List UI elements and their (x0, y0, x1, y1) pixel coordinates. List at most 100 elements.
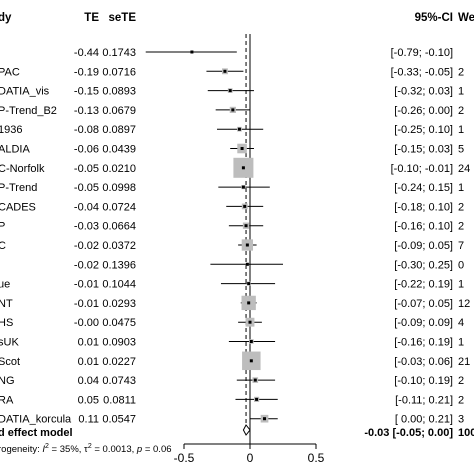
study-te: -0.06 (74, 144, 99, 156)
header-sete: seTE (109, 12, 137, 24)
study-point (190, 50, 194, 54)
header-ci: 95%-CI (415, 12, 453, 24)
study-ci: [-0.09; 0.09] (394, 317, 453, 329)
study-point (249, 340, 253, 343)
study-sete: 0.0475 (102, 317, 136, 329)
study-te: -0.05 (74, 163, 99, 175)
study-weight: 2 (458, 105, 464, 117)
summary-diamond (242, 424, 251, 436)
heterogeneity-i2: 35% (60, 444, 80, 455)
study-sete: 0.0293 (102, 298, 136, 310)
study-point (243, 204, 247, 208)
study-sete: 0.1743 (102, 47, 136, 59)
study-weight: 12 (458, 298, 470, 310)
study-sete: 0.0210 (102, 163, 136, 175)
summary-ci-label: -0.03 [-0.05; 0.00] (364, 427, 453, 439)
summary-weight-label: 100 (458, 427, 474, 439)
study-sete: 0.0897 (102, 124, 136, 136)
study-point (247, 301, 251, 305)
study-te: -0.13 (74, 105, 99, 117)
study-ci: [-0.22; 0.19] (394, 279, 453, 291)
study-weight: 2 (458, 221, 464, 233)
study-weight: 2 (458, 66, 464, 78)
study-weight: 2 (458, 375, 464, 387)
study-te: -0.02 (74, 240, 99, 252)
study-name: C (0, 240, 6, 252)
header-te: TE (84, 12, 99, 24)
study-te: -0.04 (74, 201, 99, 213)
study-te: 0.01 (78, 356, 99, 368)
study-name: DATIA_vis (0, 86, 50, 98)
study-name: HS (0, 317, 13, 329)
x-tick-label: 0 (247, 451, 254, 465)
study-te: -0.19 (74, 66, 99, 78)
study-weight: 2 (458, 394, 464, 406)
study-ci: [-0.09; 0.05] (394, 240, 453, 252)
study-ci: [-0.16; 0.19] (394, 337, 453, 349)
study-sete: 0.1396 (102, 259, 136, 271)
study-te: 0.05 (78, 394, 99, 406)
study-weight: 4 (458, 317, 464, 329)
study-ci: [-0.33; -0.05] (391, 66, 453, 78)
study-sete: 0.0664 (102, 221, 136, 233)
study-te: -0.01 (74, 279, 99, 291)
study-sete: 0.0679 (102, 105, 136, 117)
study-name: NG (0, 375, 15, 387)
study-sete: 0.0724 (102, 201, 136, 213)
study-ci: [-0.10; -0.01] (391, 163, 453, 175)
study-name: ALDIA (0, 144, 30, 156)
study-sete: 0.0372 (102, 240, 136, 252)
study-weight: 1 (458, 124, 464, 136)
study-te: -0.05 (74, 182, 99, 194)
study-ci: [-0.25; 0.10] (394, 124, 453, 136)
study-sete: 0.0716 (102, 66, 136, 78)
study-te: -0.15 (74, 86, 99, 98)
summary-label: d effect model (0, 427, 73, 439)
study-point (223, 69, 227, 73)
study-sete: 0.0811 (103, 394, 136, 406)
study-point (245, 243, 249, 247)
study-weight: 21 (458, 356, 470, 368)
study-ci: [-0.11; 0.21] (395, 394, 453, 406)
study-point (237, 127, 241, 131)
study-point (231, 108, 235, 112)
study-name: Scot (0, 356, 20, 368)
study-weight: 7 (458, 240, 464, 252)
study-ci: [ 0.00; 0.21] (395, 414, 453, 426)
study-point (247, 282, 251, 286)
study-te: -0.44 (74, 47, 99, 59)
study-sete: 0.0893 (102, 86, 136, 98)
study-weight: 5 (458, 144, 464, 156)
heterogeneity-p: 0.06 (153, 444, 172, 455)
study-point (245, 262, 249, 266)
study-name: PAC (0, 66, 20, 78)
study-te: -0.00 (74, 317, 99, 329)
study-sete: 0.0903 (102, 337, 136, 349)
header-weight: We (458, 12, 474, 24)
study-sete: 0.1044 (102, 279, 136, 291)
study-sete: 0.0743 (102, 375, 136, 387)
study-weight: 1 (458, 182, 464, 194)
study-point (244, 224, 248, 228)
study-ci: [-0.16; 0.10] (394, 221, 453, 233)
x-tick-label: 0.5 (308, 451, 325, 465)
study-ci: [-0.26; 0.00] (394, 105, 453, 117)
study-ci: [-0.24; 0.15] (394, 182, 453, 194)
study-name: sUK (0, 337, 19, 349)
study-sete: 0.0547 (102, 414, 136, 426)
study-weight: 1 (458, 337, 464, 349)
study-te: 0.11 (78, 414, 99, 426)
study-ci: [-0.07; 0.05] (394, 298, 453, 310)
heterogeneity-prefix: rogeneity: (0, 444, 42, 455)
study-name: 1936 (0, 124, 22, 136)
study-ci: [-0.10; 0.19] (394, 375, 453, 387)
heterogeneity-text: rogeneity: I2 = 35%, τ2 = 0.0013, p = 0.… (0, 443, 172, 455)
study-weight: 2 (458, 201, 464, 213)
study-ci: [-0.32; 0.03] (394, 86, 453, 98)
study-name: CADES (0, 201, 36, 213)
study-name: P-Trend (0, 182, 37, 194)
study-weight: 0 (458, 259, 464, 271)
study-point (263, 417, 267, 421)
study-name: P-Trend_B2 (0, 105, 57, 117)
